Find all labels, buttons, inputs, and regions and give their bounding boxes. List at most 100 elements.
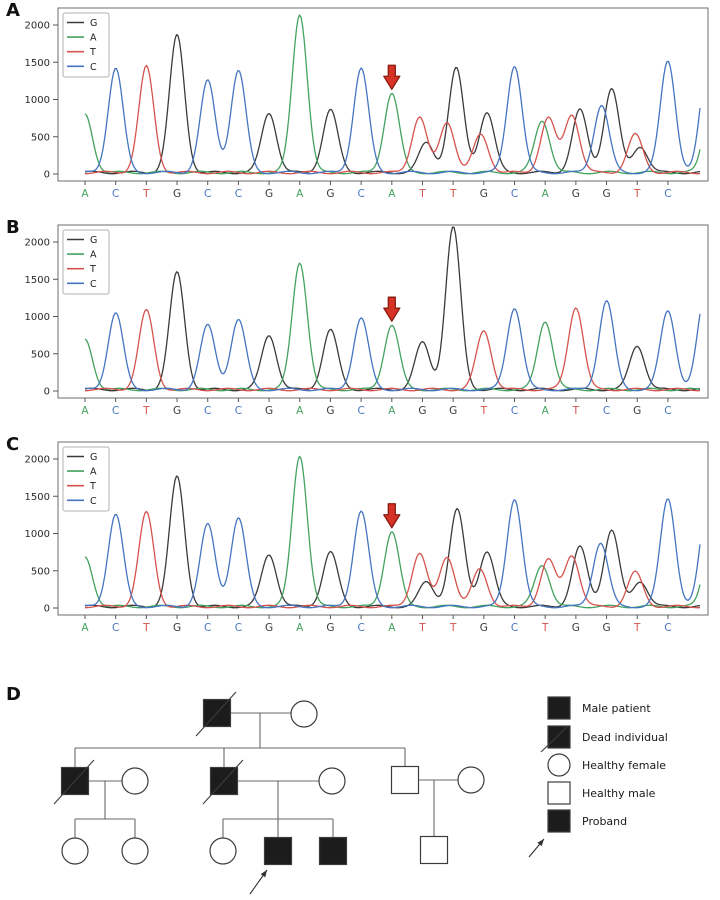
panel-b-chromatogram: B 0 500 1000 1500 2000 G A T C A C T G C C G A G C A G G T C A T C…: [0, 217, 720, 434]
panel-d-pedigree: D Male patient Dead individual Healthy fem…: [0, 658, 720, 900]
base-call-letter: A: [296, 188, 304, 200]
base-call-letter: G: [173, 405, 181, 417]
base-call-letter: G: [572, 622, 580, 634]
legend-symbol-circle: [547, 753, 571, 777]
trace-C: [85, 498, 701, 609]
base-call-letter: G: [173, 188, 181, 200]
base-call-letter: G: [326, 622, 334, 634]
base-call-letter: T: [418, 622, 426, 634]
y-tick-label: 1000: [25, 95, 50, 106]
pedigree-diagram: Male patient Dead individual Healthy femal…: [53, 691, 668, 895]
y-tick-label: 500: [31, 132, 50, 143]
legend-proband-arrow-icon-head: [537, 839, 544, 847]
pedigree-node-healthy-female: [121, 767, 149, 795]
base-call-letter: G: [480, 188, 488, 200]
base-call-letter: G: [265, 405, 273, 417]
base-call-letter: T: [142, 188, 150, 200]
base-call-letter: C: [603, 405, 610, 417]
panel-d-label: D: [6, 684, 21, 705]
legend-entry-label: Male patient: [582, 702, 651, 715]
legend-entry-label: Dead individual: [582, 731, 668, 744]
base-call-letter: C: [511, 622, 518, 634]
pedigree-node-healthy-female: [121, 837, 149, 865]
base-call-letter: C: [357, 622, 364, 634]
panel-a-label: A: [6, 0, 20, 21]
pedigree-node-healthy-female: [318, 767, 346, 795]
legend-label-A: A: [90, 33, 97, 44]
base-call-letter: T: [633, 622, 641, 634]
base-call-letter: A: [81, 188, 89, 200]
y-tick-label: 500: [31, 349, 50, 360]
base-call-letter: C: [664, 405, 671, 417]
legend-label-G: G: [90, 452, 97, 463]
y-tick-label: 1500: [25, 58, 50, 69]
base-call-letter: G: [572, 188, 580, 200]
legend-label-A: A: [90, 467, 97, 478]
trace-G: [84, 475, 701, 609]
base-call-letter: A: [296, 405, 304, 417]
panel-a-chromatogram: A 0 500 1000 1500 2000 G A T C A C T G C C G A G C A T T G C A G G…: [0, 0, 720, 217]
base-call-letter: G: [173, 622, 181, 634]
legend-entry-label: Healthy male: [582, 787, 656, 800]
y-tick-label: 1500: [25, 492, 50, 503]
plot-frame: [57, 7, 709, 182]
legend-label-C: C: [90, 279, 97, 290]
base-call-letter: T: [541, 622, 549, 634]
y-tick-label: 2000: [25, 21, 50, 32]
legend-deceased-slash-icon: [540, 726, 568, 753]
pedigree-node-healthy-male: [390, 765, 420, 795]
trace-legend-box: [62, 12, 110, 78]
y-tick-label: 2000: [25, 238, 50, 249]
trace-G: [84, 34, 701, 175]
base-call-letter: T: [633, 188, 641, 200]
pedigree-node-healthy-female: [457, 766, 485, 794]
panel-c-chromatogram: C 0 500 1000 1500 2000 G A T C A C T G C C G A G C A T T G C T G G…: [0, 434, 720, 651]
trace-legend-box: [62, 446, 110, 512]
y-tick-label: 0: [44, 387, 50, 398]
legend-label-C: C: [90, 62, 97, 73]
legend-label-T: T: [89, 264, 96, 275]
base-call-letter: A: [388, 405, 396, 417]
base-call-letter: A: [542, 188, 550, 200]
base-call-letter: G: [265, 188, 273, 200]
base-call-letter: T: [572, 405, 580, 417]
base-call-letter: C: [511, 188, 518, 200]
legend-label-G: G: [90, 18, 97, 29]
base-call-letter: G: [265, 622, 273, 634]
base-call-letter: A: [542, 405, 550, 417]
trace-C: [85, 60, 701, 175]
base-call-letter: G: [418, 405, 426, 417]
base-call-letter: G: [633, 405, 641, 417]
base-call-letter: C: [664, 622, 671, 634]
legend-label-T: T: [89, 481, 96, 492]
base-call-letter: C: [235, 405, 242, 417]
y-tick-label: 1500: [25, 275, 50, 286]
y-tick-label: 1000: [25, 529, 50, 540]
legend-symbol-square: [547, 696, 571, 720]
pedigree-node-healthy-female: [209, 837, 237, 865]
legend-symbol-square: [547, 781, 571, 805]
base-call-letter: C: [235, 622, 242, 634]
trace-legend-box: [62, 229, 110, 295]
legend-label-A: A: [90, 250, 97, 261]
base-call-letter: C: [664, 188, 671, 200]
panel-c-label: C: [6, 434, 20, 455]
plot-frame: [57, 224, 709, 399]
pedigree-node-affected-male: [263, 836, 293, 866]
deceased-slash-icon: [195, 691, 237, 737]
legend-symbol-square: [547, 725, 571, 749]
base-call-letter: C: [204, 188, 211, 200]
base-call-letter: C: [204, 405, 211, 417]
base-call-letter: C: [357, 188, 364, 200]
base-call-letter: C: [357, 405, 364, 417]
legend-entry-label: Proband: [582, 815, 627, 828]
base-call-letter: C: [112, 622, 119, 634]
base-call-letter: G: [480, 622, 488, 634]
legend-label-C: C: [90, 496, 97, 507]
variant-arrow-icon: [383, 64, 401, 90]
base-call-letter: A: [296, 622, 304, 634]
base-call-letter: C: [235, 188, 242, 200]
base-call-letter: T: [480, 405, 488, 417]
